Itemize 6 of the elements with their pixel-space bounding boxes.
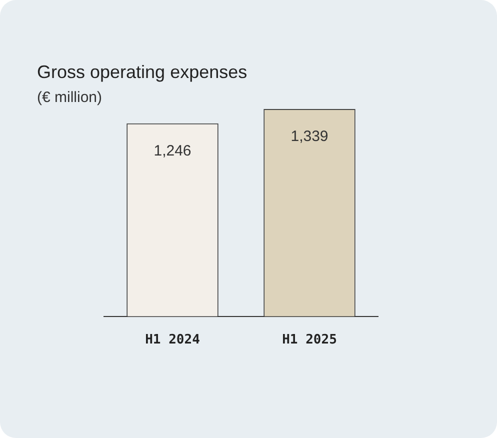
data-label: 1,246 [154, 142, 192, 160]
chart-title: Gross operating expenses [37, 62, 248, 83]
chart-subtitle: (€ million) [37, 89, 102, 106]
x-tick-label: H1 2025 [282, 332, 337, 348]
x-tick-label: H1 2024 [145, 332, 200, 348]
data-label: 1,339 [290, 128, 328, 146]
